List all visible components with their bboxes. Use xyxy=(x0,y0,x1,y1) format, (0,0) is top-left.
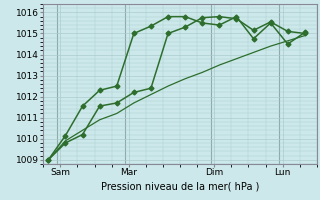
X-axis label: Pression niveau de la mer( hPa ): Pression niveau de la mer( hPa ) xyxy=(101,181,259,191)
